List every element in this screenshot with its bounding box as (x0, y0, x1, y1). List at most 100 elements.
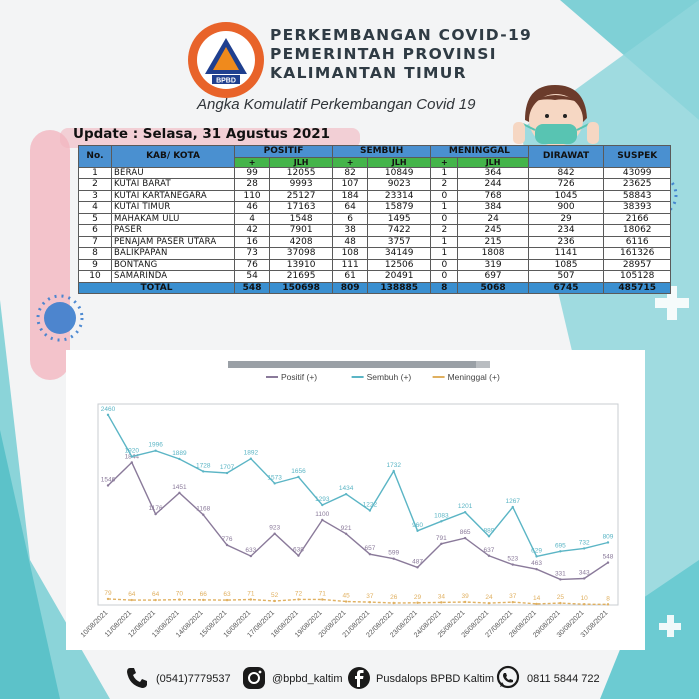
data-label: 548 (603, 554, 614, 561)
data-label: 487 (412, 558, 423, 565)
data-point (321, 598, 324, 601)
col-suspek: SUSPEK (603, 145, 671, 168)
legend-label: Sembuh (+) (367, 372, 412, 382)
table-cell: 61 (332, 270, 369, 283)
table-cell: 7 (78, 235, 112, 248)
data-label: 732 (579, 539, 590, 546)
table-cell: 38393 (603, 201, 671, 214)
chart-scrollbar (228, 361, 490, 368)
footer-whatsapp: 0811 5844 722 (527, 673, 600, 685)
data-label: 1267 (506, 498, 521, 505)
table-cell: 46 (233, 201, 271, 214)
table-row: 10 SAMARINDA 54 21695 61 20491 0 697 507 105128 (78, 270, 671, 283)
title-line: PERKEMBANGAN COVID-19 (270, 26, 533, 44)
data-label: 1996 (148, 442, 163, 449)
data-point (178, 457, 181, 461)
table-cell: 1495 (367, 212, 432, 225)
data-point (106, 484, 110, 487)
data-point (535, 555, 538, 558)
data-point (582, 603, 586, 606)
table-cell: 54 (233, 270, 271, 283)
data-point (582, 547, 586, 550)
table-row: 7 PENAJAM PASER UTARA 16 4208 48 3757 1 215 236 6… (78, 235, 671, 248)
data-point (344, 492, 348, 496)
table-cell: 9 (78, 258, 112, 271)
data-label: 657 (364, 545, 375, 552)
col-no: No. (78, 145, 112, 168)
kab-kota-cell: BONTANG (111, 258, 235, 271)
data-label: 70 (176, 591, 184, 598)
col-meninggal-plus: + (430, 156, 459, 168)
data-point (344, 532, 348, 535)
data-label: 1201 (458, 503, 473, 510)
data-point (273, 532, 276, 535)
table-cell: 25127 (269, 189, 334, 202)
data-label: 629 (531, 547, 542, 554)
data-label: 331 (555, 570, 566, 577)
data-label: 637 (484, 547, 495, 554)
data-label: 64 (152, 591, 160, 598)
table-cell: 16 (233, 235, 271, 248)
line-chart: Positif (+) Sembuh (+) Meninggal (+)10/08/… (80, 361, 619, 639)
table-cell: 28 (233, 178, 271, 191)
table-cell: 21695 (269, 270, 334, 283)
table-cell: 1808 (457, 247, 529, 260)
table-cell: 842 (527, 166, 605, 179)
table-cell: 6116 (603, 235, 671, 248)
kab-kota-cell: BERAU (111, 166, 235, 179)
data-point (273, 599, 276, 603)
kab-kota-cell: KUTAI TIMUR (111, 201, 235, 214)
data-label: 695 (555, 542, 566, 549)
table-cell: 10849 (367, 166, 432, 179)
data-label: 72 (295, 590, 303, 597)
data-label: 37 (509, 593, 517, 600)
data-label: 1293 (315, 496, 330, 503)
data-point (106, 597, 110, 601)
data-point (463, 536, 467, 540)
table-cell: 7422 (367, 224, 432, 237)
total-cell: 138885 (367, 281, 432, 294)
table-cell: 38 (332, 224, 369, 237)
data-point (130, 461, 134, 464)
data-label: 523 (507, 556, 518, 563)
total-cell: 6745 (527, 281, 605, 294)
col-positif-plus: + (233, 156, 271, 168)
data-point (202, 598, 205, 602)
data-point (535, 568, 538, 571)
table-cell: 1085 (527, 258, 605, 271)
data-point (154, 598, 157, 602)
logo-text: BPBD (216, 78, 236, 85)
col-sembuh: SEMBUH (332, 145, 432, 158)
table-cell: 43099 (603, 166, 671, 179)
data-point (130, 598, 134, 602)
data-label: 1707 (220, 464, 235, 471)
table-cell: 384 (457, 201, 529, 214)
table-cell: 99 (233, 166, 271, 179)
table-cell: 726 (527, 178, 605, 191)
data-point (487, 554, 491, 557)
page-title: PERKEMBANGAN COVID-19 PEMERINTAH PROVINS… (270, 26, 532, 83)
legend-label: Meninggal (+) (448, 372, 500, 382)
data-point (273, 482, 276, 485)
col-sembuh-jlh: JLH (367, 156, 432, 168)
data-label: 45 (342, 593, 350, 600)
covid-data-table: No. KAB/ KOTA POSITIF SEMBUH MENINGGAL D… (78, 145, 671, 294)
data-point (344, 600, 348, 603)
table-cell: 9993 (269, 178, 334, 191)
table-row: 9 BONTANG 76 13910 111 12506 0 319 1085 28957 (78, 258, 671, 271)
title-line: PEMERINTAH PROVINSI (270, 45, 497, 63)
data-label: 1434 (339, 485, 354, 492)
data-label: 66 (200, 591, 208, 598)
footer-phone: (0541)7779537 (156, 673, 231, 685)
table-cell: 5 (78, 212, 112, 225)
table-cell: 34149 (367, 247, 432, 260)
data-point (202, 470, 205, 473)
data-point (225, 471, 229, 475)
kab-kota-cell: PASER (111, 224, 235, 237)
series-line (107, 461, 609, 581)
table-cell: 23314 (367, 189, 432, 202)
col-positif-jlh: JLH (269, 156, 334, 168)
data-label: 1176 (149, 505, 163, 512)
phone-icon (127, 668, 147, 688)
data-label: 1168 (196, 506, 210, 513)
